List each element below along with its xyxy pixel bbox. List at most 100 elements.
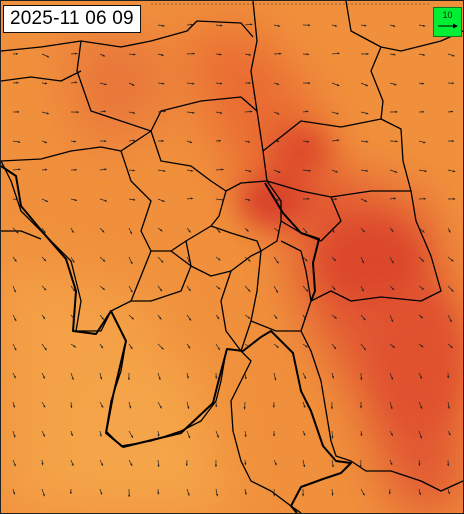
region-border [300, 330, 463, 492]
wind-vector-head [361, 260, 364, 264]
wind-vector-head [74, 81, 78, 84]
wind-vector-head [74, 198, 77, 201]
wind-vector-head [15, 52, 19, 55]
wind-vector-head [100, 463, 103, 466]
wind-vector-head [276, 345, 279, 348]
wind-vector-head [422, 230, 425, 233]
wind-vector-head [218, 139, 221, 142]
wind-vector-head [392, 345, 395, 348]
wind-vector-head [419, 376, 422, 379]
wind-vector-head [219, 111, 223, 114]
wind-vector-head [44, 347, 47, 351]
wind-vector-head [420, 406, 423, 409]
wind-vector-head [331, 493, 334, 496]
wind-scale-label: 10 [442, 10, 453, 20]
national-border [1, 165, 352, 513]
wind-vector-head [307, 197, 310, 200]
region-border [220, 270, 252, 352]
wind-vector-head [448, 230, 451, 233]
wind-vector-head [157, 492, 160, 495]
wind-vector-head [333, 346, 337, 350]
wind-vector-head [158, 377, 161, 380]
wind-vector-head [248, 259, 251, 262]
wind-vector-head [272, 405, 275, 408]
wind-vector-head [104, 83, 107, 86]
region-border [345, 1, 463, 52]
wind-vector-head [192, 111, 195, 114]
wind-vector-head [188, 346, 191, 349]
wind-vector-head [423, 24, 426, 27]
wind-vector-head [391, 287, 395, 290]
wind-vector-head [279, 52, 282, 55]
wind-vector-head [72, 289, 75, 292]
wind-vector-head [44, 141, 48, 144]
wind-vector-head [366, 112, 369, 115]
wind-vector-head [104, 168, 107, 171]
wind-vector-head [363, 347, 366, 351]
wind-vector-head [423, 197, 426, 200]
wind-vector-head [303, 464, 306, 468]
region-border [1, 70, 82, 82]
wind-vector-head [335, 170, 338, 173]
wind-vector-head [305, 289, 308, 292]
wind-vector-head [161, 260, 164, 263]
wind-vector-head [44, 168, 48, 171]
wind-vector-head [190, 169, 194, 172]
wind-vector-head [276, 82, 280, 85]
wind-vector-head [71, 377, 74, 380]
wind-vector-head [159, 288, 162, 292]
wind-vector-head [248, 53, 251, 56]
wind-vector-head [274, 462, 277, 466]
wind-vector-head [422, 53, 426, 56]
region-border [370, 46, 384, 120]
wind-vector-head [308, 82, 311, 85]
wind-vector-head [42, 316, 46, 320]
wind-vector-head [42, 376, 45, 379]
wind-vector-head [131, 317, 134, 320]
wind-vector-head [276, 198, 280, 201]
wind-vector-head [189, 141, 193, 144]
wind-vector-head [332, 230, 335, 233]
wind-vector-head [188, 435, 191, 439]
wind-vector-head [447, 406, 450, 409]
wind-vector-head [162, 82, 165, 85]
wind-vector-head [100, 345, 103, 349]
wind-vector-head [101, 317, 104, 320]
wind-vector-head [420, 316, 423, 319]
wind-vector-head [448, 433, 451, 436]
wind-vector-head [333, 258, 336, 261]
wind-vector-head [337, 52, 340, 55]
wind-vector-head [250, 23, 253, 26]
wind-vector-head [220, 24, 223, 27]
wind-vector-head [247, 345, 250, 348]
wind-vector-head [244, 434, 247, 438]
wind-vector-head [391, 319, 394, 322]
wind-vector-head [418, 492, 421, 496]
wind-vector-head [364, 24, 367, 27]
wind-vector-head [217, 347, 220, 350]
wind-vector-head [45, 199, 48, 202]
wind-vector-head [187, 260, 190, 263]
wind-vector-head [132, 111, 136, 114]
region-border [280, 196, 342, 242]
wind-vector-head [129, 231, 132, 235]
wind-vector-head [306, 140, 310, 143]
wind-vector-head [43, 288, 47, 291]
wind-vector-head [46, 55, 50, 58]
wind-vector-head [13, 375, 16, 379]
wind-vector-head [424, 169, 427, 173]
wind-vector-head [395, 110, 398, 113]
wind-vector-head [14, 318, 17, 322]
wind-vector-head [188, 230, 191, 233]
wind-vector-head [162, 199, 165, 202]
wind-vector-head [42, 434, 45, 437]
wind-vector-head [163, 169, 166, 172]
wind-vector-head [336, 139, 340, 142]
wind-vector-head [305, 230, 308, 234]
wind-vector-head [302, 494, 305, 497]
wind-vector-head [244, 492, 247, 495]
wind-vector-head [275, 316, 278, 319]
